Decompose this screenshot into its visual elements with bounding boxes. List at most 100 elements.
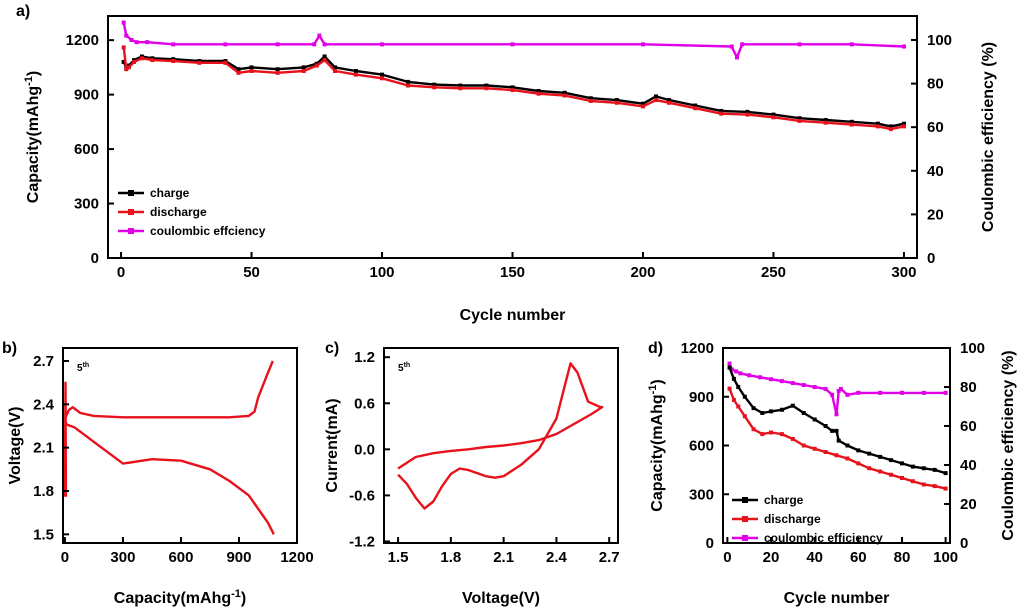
panel-a-discharge-point [875, 124, 880, 129]
panel-a-discharge-point [693, 106, 698, 111]
panel-a-charge-point [654, 94, 659, 99]
panel-a-ce-point [275, 42, 280, 47]
panel-b-annotation-text: 5 [77, 363, 83, 374]
panel-a-charge-point [901, 121, 906, 126]
panel-d-discharge-point [731, 398, 736, 402]
panel-a-discharge-point [197, 60, 202, 65]
panel-a-discharge-point [150, 58, 155, 63]
panel-a-charge-point [406, 79, 411, 84]
panel-d-right-ytick-label: 60 [960, 418, 977, 435]
panel-d-ce-point [734, 369, 739, 374]
panel-a-charge-point [322, 54, 327, 59]
panel-d-ce-point [779, 379, 784, 384]
panel-d-charge-point [727, 365, 732, 370]
panel-a-discharge-point [588, 98, 593, 103]
panel-a-ce-point [797, 42, 802, 47]
panel-a-discharge-point [132, 59, 137, 64]
panel-a-discharge-point [353, 72, 358, 77]
panel-a-discharge-point [223, 60, 228, 65]
panel-b-label: b) [2, 340, 17, 357]
panel-a-discharge-point [314, 63, 319, 68]
panel-c-cv-series [397, 362, 604, 510]
panel-b-annotation-sup: th [83, 362, 90, 369]
panel-a-charge-point [458, 83, 463, 88]
panel-d-ylabel-left-text: Capacity(mAhg [649, 394, 666, 511]
panel-b-xlabel-text: Capacity(mAhg [114, 590, 231, 607]
panel-d-discharge-point [910, 479, 915, 484]
panel-a-xtick-label: 250 [761, 264, 786, 281]
panel-d-ce-point [812, 385, 817, 389]
panel-d-right-ytick-label: 0 [960, 535, 968, 552]
panel-d-ce-line [728, 363, 946, 416]
panel-d-charge-series [727, 365, 948, 476]
panel-a-ce-point [312, 42, 317, 47]
panel-a-charge-line [122, 55, 905, 128]
panel-d-ce-point [878, 390, 883, 395]
panel-d-charge-point [760, 411, 765, 415]
panel-b-curve-2-line [63, 381, 68, 497]
panel-a-ce-point [121, 20, 126, 25]
panel-a-ce-line [122, 22, 905, 59]
panel-a-charge-point [562, 90, 567, 95]
panel-a-ce-point [322, 42, 327, 47]
panel-d-charge-point [823, 424, 828, 428]
panel-b-ytick-label: 1.5 [33, 526, 54, 543]
panel-c-xtick-label: 1.8 [440, 549, 461, 566]
panel-c-ytick-label: 1.2 [354, 349, 375, 366]
panel-d-right-ytick-label: 40 [960, 457, 977, 474]
panel-a-charge-point [353, 69, 358, 74]
panel-d-discharge-point [889, 472, 894, 477]
panel-d-discharge-point [856, 461, 861, 466]
panel-a-legend-marker [128, 209, 134, 215]
panel-d-charge-line [728, 367, 946, 475]
panel-a-ylabel-left-sup: -1 [23, 76, 35, 86]
panel-a-charge-point [875, 121, 880, 126]
panel-d-ce-point [769, 377, 774, 382]
panel-d-discharge-point [727, 386, 732, 391]
panel-d-legend-marker [742, 535, 748, 541]
panel-d-ylabel-right: Coulombic efficiency (%) [1000, 350, 1017, 540]
panel-d-legend-marker [742, 516, 748, 522]
panel-a-charge-point [301, 65, 306, 70]
panel-d-discharge-point [932, 484, 937, 489]
panel-d-ce-point [899, 390, 904, 395]
panel-d-charge-point [742, 394, 747, 399]
panel-a-ytick-label: 300 [74, 196, 99, 213]
panel-d-ce-point [727, 361, 732, 366]
panel-d-ylabel-left: Capacity(mAhg-1) [647, 379, 666, 511]
panel-c-cv-line [397, 362, 604, 510]
panel-c-xlabel: Voltage(V) [462, 590, 540, 607]
panel-a-charge-point [693, 103, 698, 108]
panel-d-discharge-point [742, 414, 747, 419]
panel-c-xtick-label: 2.4 [546, 549, 568, 566]
panel-c-ytick-label: 0.6 [354, 395, 375, 412]
panel-b-xtick-label: 0 [61, 549, 69, 566]
panel-a-ce-point [740, 42, 745, 47]
panel-a-charge-point [719, 108, 724, 113]
panel-b-xtick-label: 600 [168, 549, 193, 566]
panel-a-ytick-label: 900 [74, 87, 99, 104]
panel-a-right-ytick-label: 20 [927, 206, 944, 223]
panel-a-right-ytick-label: 60 [927, 119, 944, 136]
panel-a-xtick-label: 0 [117, 264, 125, 281]
panel-d-ce-point [747, 373, 752, 378]
panel-a-discharge-point [719, 111, 724, 116]
panel-a-xtick-label: 150 [500, 264, 525, 281]
panel-a-label: a) [16, 3, 30, 20]
panel-d-charge-point [910, 464, 915, 469]
panel-d-legend-label: discharge [764, 512, 821, 526]
panel-d-ce-point [823, 386, 828, 391]
panel-a-xlabel: Cycle number [460, 307, 566, 324]
panel-d-ce-series [727, 361, 948, 417]
panel-b-curve-2-series [63, 381, 68, 497]
panel-a-discharge-point [901, 124, 906, 129]
panel-b-curve-1-series [63, 360, 274, 420]
panel-a-charge-point [640, 101, 645, 106]
panel-a-discharge-point [301, 69, 306, 74]
panel-a-discharge-point [380, 76, 385, 81]
panel-d-xtick-label: 0 [723, 549, 731, 566]
panel-b-ytick-label: 2.7 [33, 353, 54, 370]
panel-d-ce-point [790, 381, 795, 386]
panel-a-charge-series [121, 54, 906, 129]
